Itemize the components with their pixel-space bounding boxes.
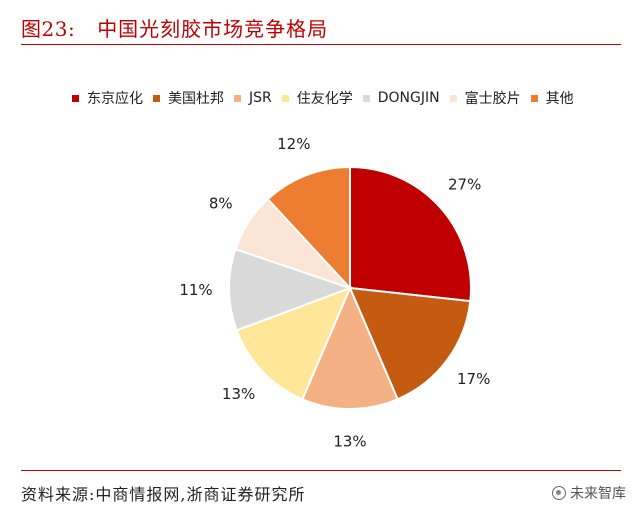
legend-label: 东京应化	[87, 91, 143, 107]
legend-item: 其他	[530, 88, 574, 108]
watermark-logo-icon	[552, 486, 566, 500]
watermark: 未来智库	[552, 483, 626, 503]
pie-slice	[235, 286, 352, 401]
pie-slice	[301, 285, 399, 410]
legend-swatch	[362, 94, 370, 102]
pie-slice	[228, 247, 353, 332]
legend-swatch	[72, 94, 79, 102]
slice-percent-label: 13%	[222, 385, 255, 403]
figure-number: 图23:	[21, 16, 76, 41]
legend-label: 其他	[545, 91, 574, 107]
pie-slice	[348, 286, 472, 401]
legend-item: 东京应化	[72, 88, 143, 108]
figure-title: 中国光刻胶市场竞争格局	[97, 16, 329, 41]
source-note: 资料来源:中商情报网,浙商证券研究所	[21, 470, 621, 505]
legend-swatch	[281, 94, 289, 102]
legend-item: 美国杜邦	[153, 88, 224, 108]
pie-slice	[349, 165, 472, 303]
slice-percent-label: 12%	[277, 135, 310, 153]
legend-swatch	[449, 94, 457, 102]
slice-percent-label: 11%	[179, 281, 212, 299]
legend-item: DONGJIN	[362, 90, 440, 106]
legend-item: JSR	[234, 90, 272, 106]
watermark-text: 未来智库	[570, 486, 626, 502]
slice-percent-label: 27%	[448, 176, 481, 194]
chart-legend: 东京应化 美国杜邦 JSR 住友化学 DONGJIN 富士胶片 其他	[72, 86, 632, 110]
legend-swatch	[234, 94, 241, 102]
legend-label: 住友化学	[296, 91, 353, 107]
legend-label: 美国杜邦	[168, 91, 224, 107]
legend-label: JSR	[249, 90, 272, 106]
legend-swatch	[153, 94, 160, 102]
slice-percent-label: 17%	[457, 370, 490, 388]
pie-slice	[266, 165, 351, 291]
legend-item: 住友化学	[281, 88, 353, 108]
pie-chart: 27% 17% 13% 13% 11% 8% 12%	[179, 135, 490, 451]
legend-label: 富士胶片	[464, 91, 521, 107]
legend-swatch	[530, 94, 538, 102]
legend-item: 富士胶片	[449, 88, 521, 108]
figure-header: 图23: 中国光刻胶市场竞争格局	[21, 10, 621, 45]
legend-label: DONGJIN	[377, 90, 440, 106]
slice-percent-label: 13%	[333, 433, 366, 451]
slice-percent-label: 8%	[209, 195, 233, 213]
